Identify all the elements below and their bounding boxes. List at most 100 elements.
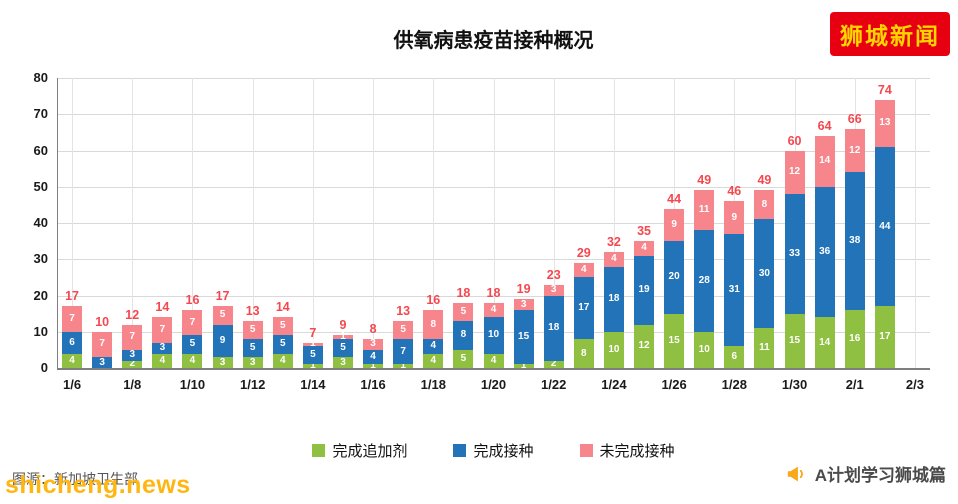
bar-segment-booster: 1 <box>302 361 323 371</box>
y-axis-tick-label: 30 <box>33 251 48 267</box>
megaphone-icon <box>786 463 808 485</box>
bar-total-label: 17 <box>65 289 79 304</box>
bar-segment-fully-vaccinated: 5 <box>182 335 203 354</box>
x-axis-tick-label: 1/14 <box>300 377 326 392</box>
gridline-vertical <box>433 78 435 368</box>
bar-segment-value: 3 <box>550 284 557 296</box>
bar-segment-value: 5 <box>249 342 256 354</box>
gridline-vertical <box>613 78 615 368</box>
x-axis-tick-label: 1/30 <box>781 377 808 392</box>
bar-segment-value: 4 <box>159 354 166 366</box>
bar-segment-not-fully-vaccinated: 9 <box>664 208 685 242</box>
legend-label: 完成接种 <box>473 443 534 460</box>
bar-segment-value: 7 <box>69 313 75 325</box>
legend-item-fully-vaccinated: 完成接种 <box>453 440 534 461</box>
bar-segment-value: 7 <box>129 331 136 343</box>
bar-segment-booster: 2 <box>543 359 564 369</box>
bar-segment-value: 3 <box>129 349 136 361</box>
legend-item-booster: 完成追加剂 <box>312 440 407 461</box>
legend-item-not-fully-vaccinated: 未完成接种 <box>579 440 675 461</box>
bar-segment-fully-vaccinated: 9 <box>212 324 233 358</box>
bar-segment-fully-vaccinated: 30 <box>754 219 775 329</box>
bar-segment-booster: 1 <box>363 360 384 372</box>
bar-total-label: 16 <box>185 293 200 307</box>
chart-title: 供氧病患疫苗接种概况 <box>393 30 594 52</box>
legend-label: 完成追加剂 <box>332 443 408 460</box>
bar-segment-value: 30 <box>758 267 770 279</box>
x-axis-line <box>57 368 930 370</box>
bar-segment-value: 10 <box>698 343 710 355</box>
credit-text: A计划学习狮城篇 <box>814 466 946 485</box>
bar-segment-value: 6 <box>69 336 75 348</box>
bar-total-label: 17 <box>215 289 230 304</box>
bar-segment-value: 5 <box>249 323 256 335</box>
bar-total-label: 35 <box>637 224 651 239</box>
bar-segment-not-fully-vaccinated: 9 <box>724 201 745 234</box>
bar-total-label: 49 <box>697 173 712 188</box>
bar-segment-fully-vaccinated: 5 <box>242 339 263 358</box>
bar-segment-booster: 10 <box>694 331 715 368</box>
bar-segment-value: 4 <box>430 340 437 352</box>
bar-segment-value: 15 <box>518 331 530 343</box>
bar-total-label: 9 <box>339 318 347 333</box>
bar-total-label: 16 <box>426 293 441 307</box>
gridline-vertical <box>553 78 555 368</box>
bar-segment-booster: 6 <box>724 346 745 368</box>
bar-segment-value: 4 <box>430 354 437 366</box>
bar-segment-value: 13 <box>879 117 891 129</box>
bar-segment-value: 17 <box>578 302 590 314</box>
bar-segment-fully-vaccinated: 3 <box>152 342 173 354</box>
bar-segment-fully-vaccinated: 17 <box>573 277 594 339</box>
gridline-vertical <box>914 78 916 368</box>
bar-segment-value: 11 <box>759 342 770 354</box>
bar-segment-not-fully-vaccinated: 5 <box>212 306 233 325</box>
bar-total-label: 18 <box>456 285 471 300</box>
bar-segment-fully-vaccinated: 28 <box>694 230 715 332</box>
bar-segment-value: 20 <box>668 271 680 283</box>
bar-segment-booster: 2 <box>122 359 143 369</box>
bar-segment-fully-vaccinated: 8 <box>453 320 474 350</box>
x-axis-tick-label: 2/1 <box>845 377 864 392</box>
bar-total-label: 14 <box>155 300 170 315</box>
bar-segment-not-fully-vaccinated: 7 <box>92 331 113 358</box>
bar-segment-value: 1 <box>370 360 376 372</box>
legend-swatch <box>453 444 467 457</box>
bar-segment-value: 14 <box>819 336 831 348</box>
bar-segment-fully-vaccinated: 20 <box>664 241 685 314</box>
bar-segment-booster: 12 <box>634 324 655 368</box>
bar-segment-value: 3 <box>159 342 166 354</box>
bar-segment-value: 10 <box>608 343 620 355</box>
bar-segment-value: 5 <box>189 338 196 350</box>
bar-segment-value: 8 <box>430 318 437 330</box>
shicheng-watermark: shicheng.news <box>5 471 191 499</box>
bar-segment-value: 36 <box>819 246 831 257</box>
bar-segment-fully-vaccinated: 38 <box>844 172 865 310</box>
bar-segment-booster: 8 <box>573 339 594 368</box>
bar-total-label: 44 <box>667 191 682 206</box>
bar-segment-value: 8 <box>761 198 768 210</box>
bar-total-label: 64 <box>817 119 832 133</box>
bar-total-label: 8 <box>369 322 377 336</box>
bar-segment-not-fully-vaccinated: 8 <box>423 310 444 339</box>
x-axis-tick-label: 1/20 <box>480 377 507 392</box>
bar-segment-value: 1 <box>400 360 406 372</box>
bar-segment-value: 7 <box>400 345 406 357</box>
bar-total-label: 7 <box>309 325 317 340</box>
bar-segment-not-fully-vaccinated: 5 <box>453 302 474 321</box>
bar-segment-booster: 11 <box>754 328 775 368</box>
bar-segment-value: 10 <box>487 329 500 341</box>
bar-segment-value: 8 <box>460 329 467 341</box>
legend-swatch <box>579 444 593 457</box>
y-axis-tick-label: 10 <box>33 323 48 339</box>
bar-segment-not-fully-vaccinated: 5 <box>393 320 414 339</box>
bar-segment-value: 5 <box>279 320 286 332</box>
bar-total-label: 46 <box>727 184 742 199</box>
bar-total-label: 14 <box>275 300 290 315</box>
bar-total-label: 66 <box>847 111 862 126</box>
bar-segment-booster: 16 <box>844 310 865 368</box>
bar-segment-not-fully-vaccinated: 4 <box>603 252 624 267</box>
bar-segment-value: 12 <box>849 144 861 156</box>
bar-total-label: 10 <box>95 314 110 329</box>
bar-segment-value: 28 <box>698 275 710 286</box>
